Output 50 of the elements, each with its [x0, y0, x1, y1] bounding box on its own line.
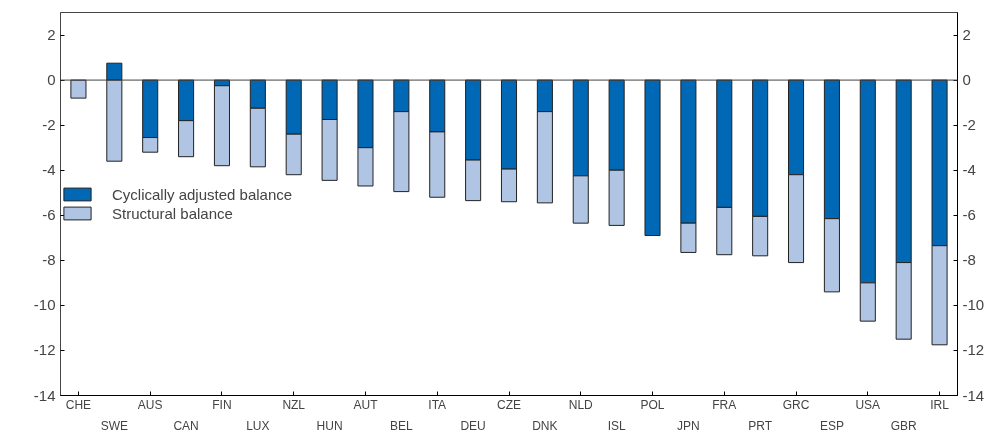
y2-tick-label: -10 — [962, 296, 985, 314]
bar — [213, 85, 230, 167]
x-tick-label: HUN — [316, 418, 343, 433]
x-tick-label: BEL — [390, 418, 414, 433]
x-tick-label: LUX — [246, 418, 270, 433]
x-tick-label: USA — [855, 397, 881, 412]
y-tick-label: 2 — [47, 26, 56, 44]
x-tick-label: IRL — [930, 397, 950, 412]
x-tick-label: AUT — [353, 397, 379, 412]
bar — [106, 62, 123, 81]
legend-label: Structural balance — [112, 204, 233, 222]
x-tick-label: AUS — [137, 397, 163, 412]
y2-tick-label: -4 — [962, 161, 976, 179]
x-tick-label: CZE — [497, 397, 521, 412]
y-tick-label: -6 — [42, 206, 56, 224]
x-tick-label: ITA — [428, 397, 447, 412]
x-tick-label: FRA — [712, 397, 737, 412]
x-tick-label: SWE — [100, 418, 128, 433]
y2-tick-label: -14 — [962, 386, 985, 404]
y2-tick-label: -8 — [962, 251, 976, 269]
legend-label: Cyclically adjusted balance — [112, 185, 293, 203]
y-tick-label: -14 — [33, 386, 56, 404]
y2-tick-label: 0 — [962, 71, 971, 89]
x-tick-label: ESP — [819, 418, 844, 433]
x-tick-label: ISL — [607, 418, 626, 433]
x-tick-label: FIN — [212, 397, 232, 412]
x-tick-label: NLD — [568, 397, 594, 412]
x-tick-label: DNK — [532, 418, 558, 433]
y-tick-label: -8 — [42, 251, 56, 269]
x-tick-label: GBR — [890, 418, 918, 433]
y2-tick-label: 2 — [962, 26, 971, 44]
bar — [106, 79, 123, 162]
y-tick-label: -10 — [33, 296, 56, 314]
x-tick-label: POL — [640, 397, 665, 412]
y-tick-label: 0 — [47, 71, 56, 89]
y-tick-label: -2 — [42, 116, 56, 134]
x-tick-label: GRC — [782, 397, 810, 412]
y2-tick-label: -12 — [962, 341, 985, 359]
bar — [70, 79, 87, 99]
x-tick-label: PRT — [748, 418, 773, 433]
y2-tick-label: -2 — [962, 116, 976, 134]
y-tick-label: -4 — [42, 161, 56, 179]
x-tick-label: CAN — [173, 418, 199, 433]
x-tick-label: NZL — [282, 397, 306, 412]
y-tick-label: -12 — [33, 341, 56, 359]
y2-tick-label: -6 — [962, 206, 976, 224]
x-tick-label: JPN — [677, 418, 700, 433]
x-tick-label: DEU — [460, 418, 486, 433]
x-tick-label: CHE — [65, 397, 92, 412]
bar — [644, 79, 661, 237]
